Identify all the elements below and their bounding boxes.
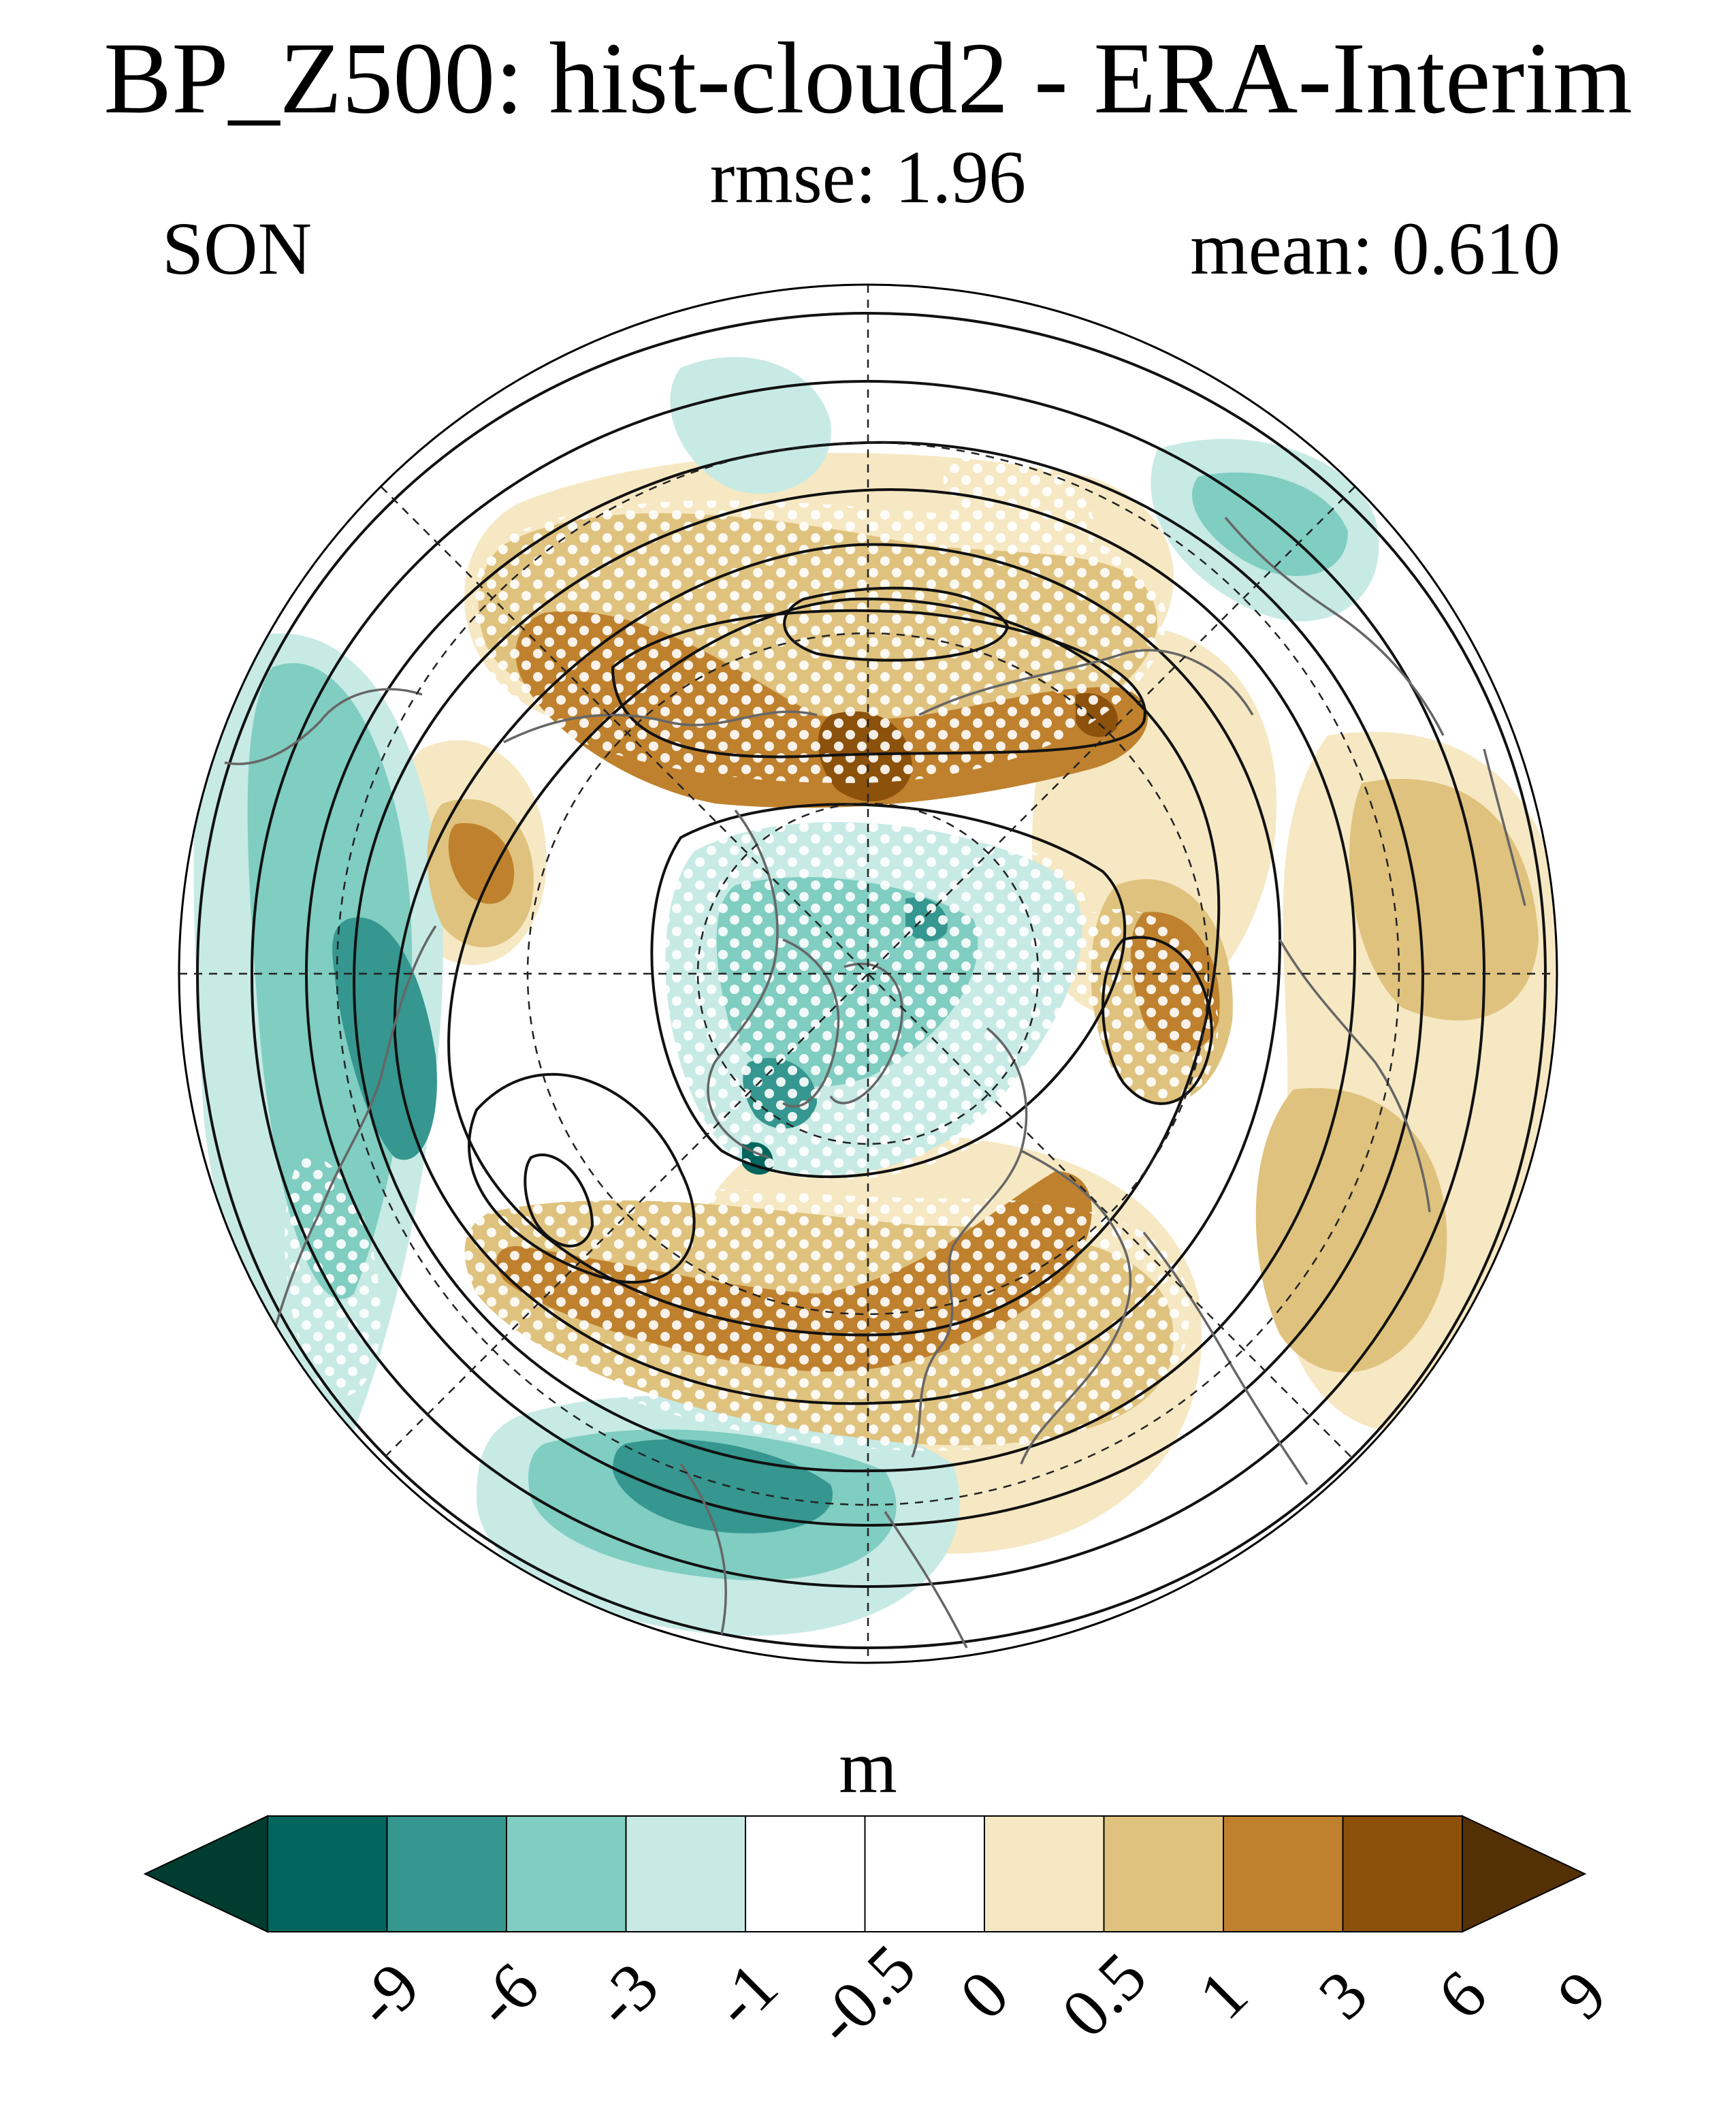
colorbar-box <box>267 1815 388 1932</box>
colorbar-box <box>386 1815 507 1932</box>
weak-negative-north <box>670 357 831 494</box>
colorbar-box <box>1103 1815 1224 1932</box>
coastlines <box>224 516 1526 1649</box>
colorbar-box <box>1223 1815 1344 1932</box>
season-label: SON <box>162 207 312 290</box>
colorbar-box <box>745 1815 866 1932</box>
mid-positive-west <box>448 823 515 904</box>
colorbar-box <box>984 1815 1105 1932</box>
colorbar-box <box>506 1815 627 1932</box>
positive-east <box>1349 778 1539 1021</box>
mean-label: mean: 0.610 <box>1190 207 1560 290</box>
colorbar-triangle-high <box>1462 1815 1587 1933</box>
colorbar-triangle-low <box>143 1815 268 1933</box>
stipple-far-north <box>791 308 905 393</box>
colorbar-unit: m <box>839 1725 897 1809</box>
stipple-center <box>654 819 1094 1181</box>
anomaly-field <box>179 285 1557 1663</box>
colorbar-box <box>864 1815 985 1932</box>
stipple-west <box>285 1156 381 1397</box>
negative-northeast <box>1192 472 1348 576</box>
stipple-east <box>1061 908 1219 1119</box>
colorbar-box <box>625 1815 746 1932</box>
mid-negative-south <box>613 1439 833 1533</box>
figure-title: BP_Z500: hist-cloud2 - ERA-Interim <box>103 22 1633 135</box>
negative-west <box>247 663 413 1299</box>
stipple-south-band <box>457 1186 1190 1451</box>
graticule <box>179 285 1557 1663</box>
colorbar-box <box>1342 1815 1463 1932</box>
rmse-label: rmse: 1.96 <box>709 136 1027 219</box>
map-border <box>178 283 1558 1664</box>
stipple-north-band <box>472 500 1166 783</box>
